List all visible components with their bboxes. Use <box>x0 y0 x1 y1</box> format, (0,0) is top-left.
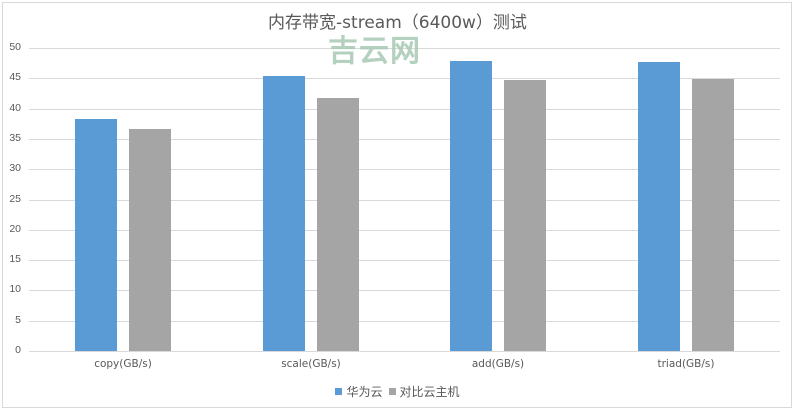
gridline <box>29 200 780 201</box>
y-tick-label: 0 <box>15 344 21 356</box>
gridline <box>29 78 780 79</box>
bar-huawei-cloud <box>638 62 680 351</box>
gridline <box>29 321 780 322</box>
bar-comparison-host <box>692 79 734 351</box>
gridline <box>29 109 780 110</box>
y-tick-label: 20 <box>9 222 21 235</box>
gridline <box>29 48 780 49</box>
legend-item: 对比云主机 <box>388 383 460 400</box>
legend-item: 华为云 <box>335 383 383 400</box>
y-tick-label: 40 <box>9 101 21 114</box>
bar-huawei-cloud <box>450 61 492 351</box>
gridline <box>29 260 780 261</box>
gridline <box>29 169 780 170</box>
y-tick-label: 45 <box>9 71 21 84</box>
watermark-text: 吉云网 <box>328 34 421 69</box>
legend-swatch-icon <box>335 388 343 395</box>
bar-comparison-host <box>504 80 546 351</box>
bar-huawei-cloud <box>263 76 305 351</box>
y-tick-label: 25 <box>9 192 21 205</box>
y-tick-label: 50 <box>9 41 21 53</box>
y-tick-label: 5 <box>15 313 21 326</box>
x-axis-line <box>29 351 780 352</box>
x-tick-label: copy(GB/s) <box>94 358 152 370</box>
chart-title: 内存带宽-stream（6400w）测试 <box>268 13 527 33</box>
y-tick-label: 15 <box>9 253 21 266</box>
bar-comparison-host <box>129 129 171 351</box>
x-tick-label: triad(GB/s) <box>657 358 715 370</box>
y-tick-label: 10 <box>9 283 21 296</box>
y-tick-label: 30 <box>9 162 21 175</box>
bar-huawei-cloud <box>75 119 117 351</box>
x-tick-label: add(GB/s) <box>471 358 525 370</box>
plot-area <box>29 48 780 352</box>
x-tick-label: scale(GB/s) <box>281 358 341 370</box>
gridline <box>29 139 780 140</box>
y-tick-label: 35 <box>9 131 21 144</box>
legend-label: 对比云主机 <box>399 385 460 399</box>
legend-swatch-icon <box>388 388 396 395</box>
bar-comparison-host <box>317 98 359 351</box>
gridline <box>29 290 780 291</box>
legend-label: 华为云 <box>346 385 383 399</box>
gridline <box>29 230 780 231</box>
chart-legend: 华为云 对比云主机 <box>0 383 795 400</box>
